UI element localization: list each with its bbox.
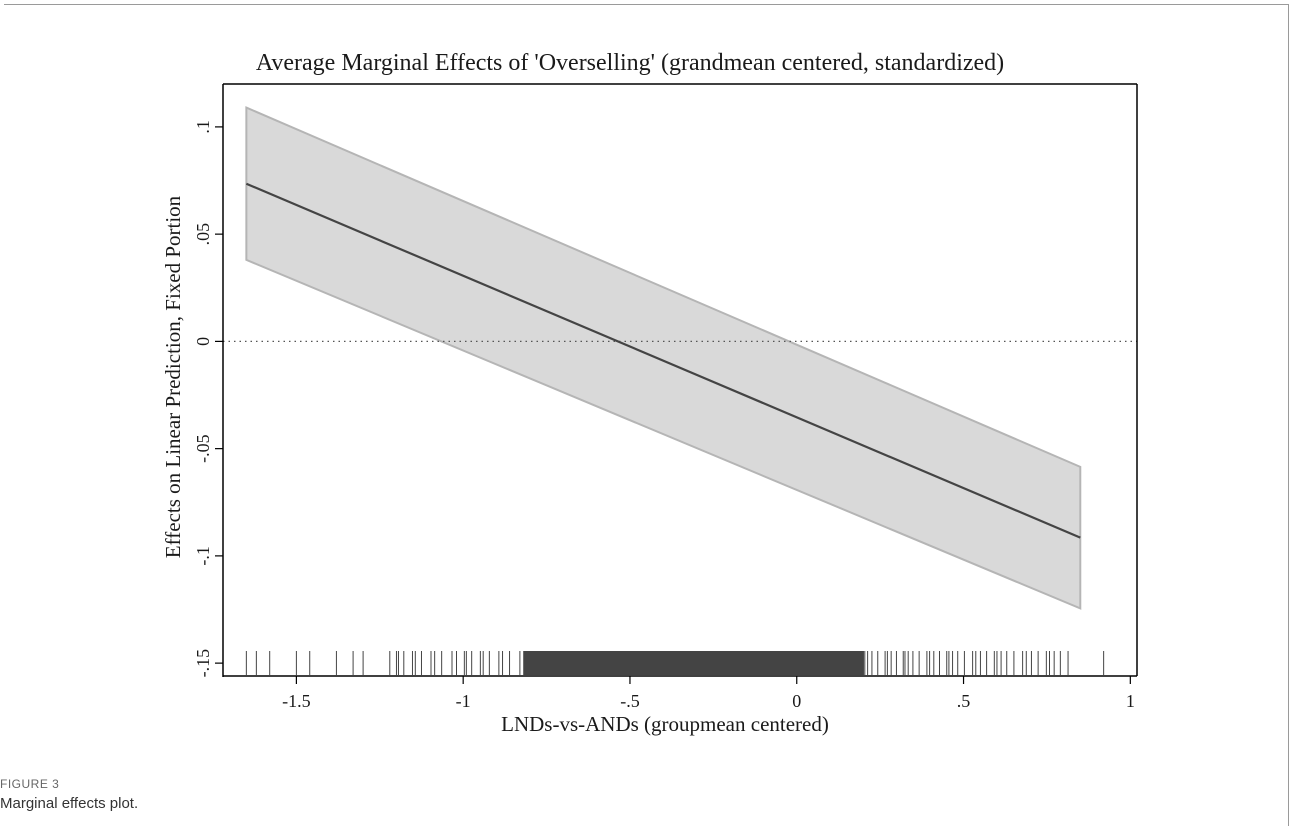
y-axis-ticks: -.15 -.1 -.05 0 .05 .1 (193, 120, 223, 677)
x-tick-label: 1 (1126, 691, 1135, 711)
confidence-band (245, 106, 1082, 610)
x-axis-ticks: -1.5 -1 -.5 0 .5 1 (282, 676, 1135, 711)
x-tick-label: -.5 (620, 691, 640, 711)
y-tick-label: 0 (193, 337, 213, 346)
figure-frame (4, 4, 1289, 826)
y-tick-label: -.15 (193, 649, 213, 678)
x-axis-label: LNDs-vs-ANDs (groupmean centered) (501, 712, 829, 736)
y-axis-label: Effects on Linear Prediction, Fixed Port… (161, 195, 185, 558)
x-tick-label: -1.5 (282, 691, 311, 711)
chart-title: Average Marginal Effects of 'Overselling… (256, 50, 1004, 76)
x-tick-label: .5 (957, 691, 971, 711)
axes (222, 83, 1138, 677)
confidence-band-layer (245, 106, 1082, 610)
y-tick-label: .1 (193, 120, 213, 134)
x-tick-label: -1 (456, 691, 471, 711)
marginal-effects-chart: Average Marginal Effects of 'Overselling… (161, 50, 1138, 736)
rug-dense-block (523, 651, 864, 675)
y-tick-label: .05 (193, 223, 213, 246)
effect-line-layer (245, 182, 1081, 539)
x-tick-label: 0 (792, 691, 801, 711)
figure-caption: Marginal effects plot. (0, 795, 139, 812)
figure-label: FIGURE 3 (0, 777, 60, 791)
rug-plot (245, 651, 1105, 675)
y-tick-label: -.05 (193, 434, 213, 463)
y-tick-label: -.1 (193, 546, 213, 566)
marginal-effect-line (245, 182, 1081, 539)
